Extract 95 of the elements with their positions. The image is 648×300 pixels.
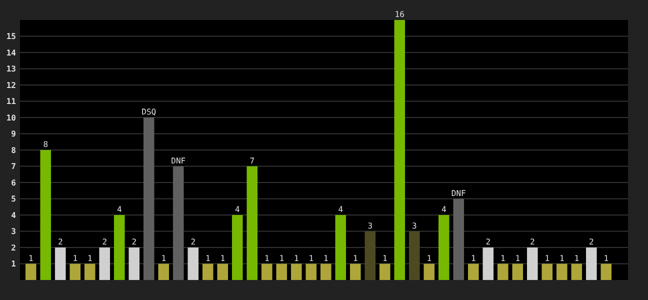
bar [143, 118, 154, 280]
data-label: 1 [220, 254, 226, 263]
data-label: 2 [530, 238, 535, 246]
data-label: 2 [588, 238, 594, 246]
data-label: 8 [43, 140, 48, 149]
data-label: 2 [486, 238, 491, 246]
bar [424, 264, 435, 280]
bar [172, 166, 184, 280]
data-label: 1 [544, 254, 550, 263]
data-label: 1 [161, 254, 166, 263]
bar [202, 264, 214, 280]
data-label: 3 [368, 221, 373, 230]
data-label: DNF [451, 188, 466, 198]
bar [217, 264, 228, 280]
y-tick-label: 1 [11, 260, 16, 269]
data-label: 1 [574, 254, 580, 263]
data-label: 1 [87, 254, 92, 263]
data-label: 4 [338, 205, 344, 214]
y-tick-label: 10 [6, 113, 16, 122]
data-label: 1 [279, 254, 284, 263]
y-tick-label: 13 [6, 64, 16, 74]
data-label: 1 [72, 254, 78, 263]
bar [114, 215, 125, 280]
y-tick-label: 11 [6, 97, 16, 106]
data-label: 4 [116, 205, 122, 214]
bar [128, 248, 140, 280]
data-label: 4 [441, 205, 446, 214]
data-label: 2 [132, 238, 137, 246]
bar [232, 215, 243, 280]
data-label: 7 [250, 156, 255, 166]
bar [364, 231, 376, 280]
bar [556, 264, 568, 280]
data-label: 1 [515, 254, 520, 263]
y-tick-label: 8 [11, 146, 16, 155]
bar [498, 264, 508, 280]
bar [335, 215, 346, 280]
data-label: 1 [205, 254, 210, 263]
bar [276, 264, 288, 280]
bar [512, 264, 524, 280]
bar [40, 150, 51, 280]
data-label: 2 [190, 238, 196, 246]
y-tick-label: 12 [6, 80, 16, 90]
data-label: 1 [352, 254, 358, 263]
y-tick-label: 3 [11, 227, 16, 236]
data-label: 1 [559, 254, 564, 263]
bar [394, 20, 406, 280]
bar [99, 248, 110, 280]
data-label: DNF [171, 156, 186, 166]
bar [306, 264, 317, 280]
y-tick-label: 7 [11, 162, 16, 172]
bar [246, 166, 258, 280]
data-label: 1 [470, 254, 476, 263]
data-label: 1 [28, 254, 34, 263]
data-label: 2 [58, 238, 63, 246]
y-tick-label: 9 [11, 130, 16, 139]
data-label: 1 [604, 254, 609, 263]
data-label: 3 [412, 221, 417, 230]
bar [571, 264, 582, 280]
bar [290, 264, 302, 280]
bar [320, 264, 332, 280]
bar [453, 198, 464, 280]
data-label: 16 [394, 10, 405, 19]
bar [468, 264, 479, 280]
y-tick-label: 2 [11, 243, 16, 252]
bar [25, 264, 36, 280]
y-tick-label: 15 [6, 32, 16, 42]
y-tick-label: 6 [11, 178, 16, 188]
bar [438, 215, 450, 280]
data-label: 1 [323, 254, 328, 263]
bar [70, 264, 80, 280]
data-label: 2 [102, 238, 108, 246]
bar [586, 248, 597, 280]
data-label: 4 [234, 205, 240, 214]
bar [379, 264, 390, 280]
bar [84, 264, 96, 280]
data-label: 1 [426, 254, 432, 263]
bar [188, 248, 198, 280]
bar [600, 264, 612, 280]
data-label: 1 [264, 254, 270, 263]
data-label: 1 [500, 254, 506, 263]
bar [542, 264, 553, 280]
bar [527, 248, 538, 280]
bar [350, 264, 361, 280]
bar [158, 264, 169, 280]
data-label: DSQ [142, 108, 156, 116]
y-tick-label: 14 [6, 48, 16, 58]
data-label: 1 [294, 254, 299, 263]
bar [261, 264, 272, 280]
data-label: 1 [382, 254, 388, 263]
bar [54, 248, 66, 280]
y-tick-label: 4 [11, 210, 16, 220]
y-tick-label: 5 [11, 194, 16, 204]
bar [408, 231, 420, 280]
bar [482, 248, 494, 280]
data-label: 1 [308, 254, 314, 263]
